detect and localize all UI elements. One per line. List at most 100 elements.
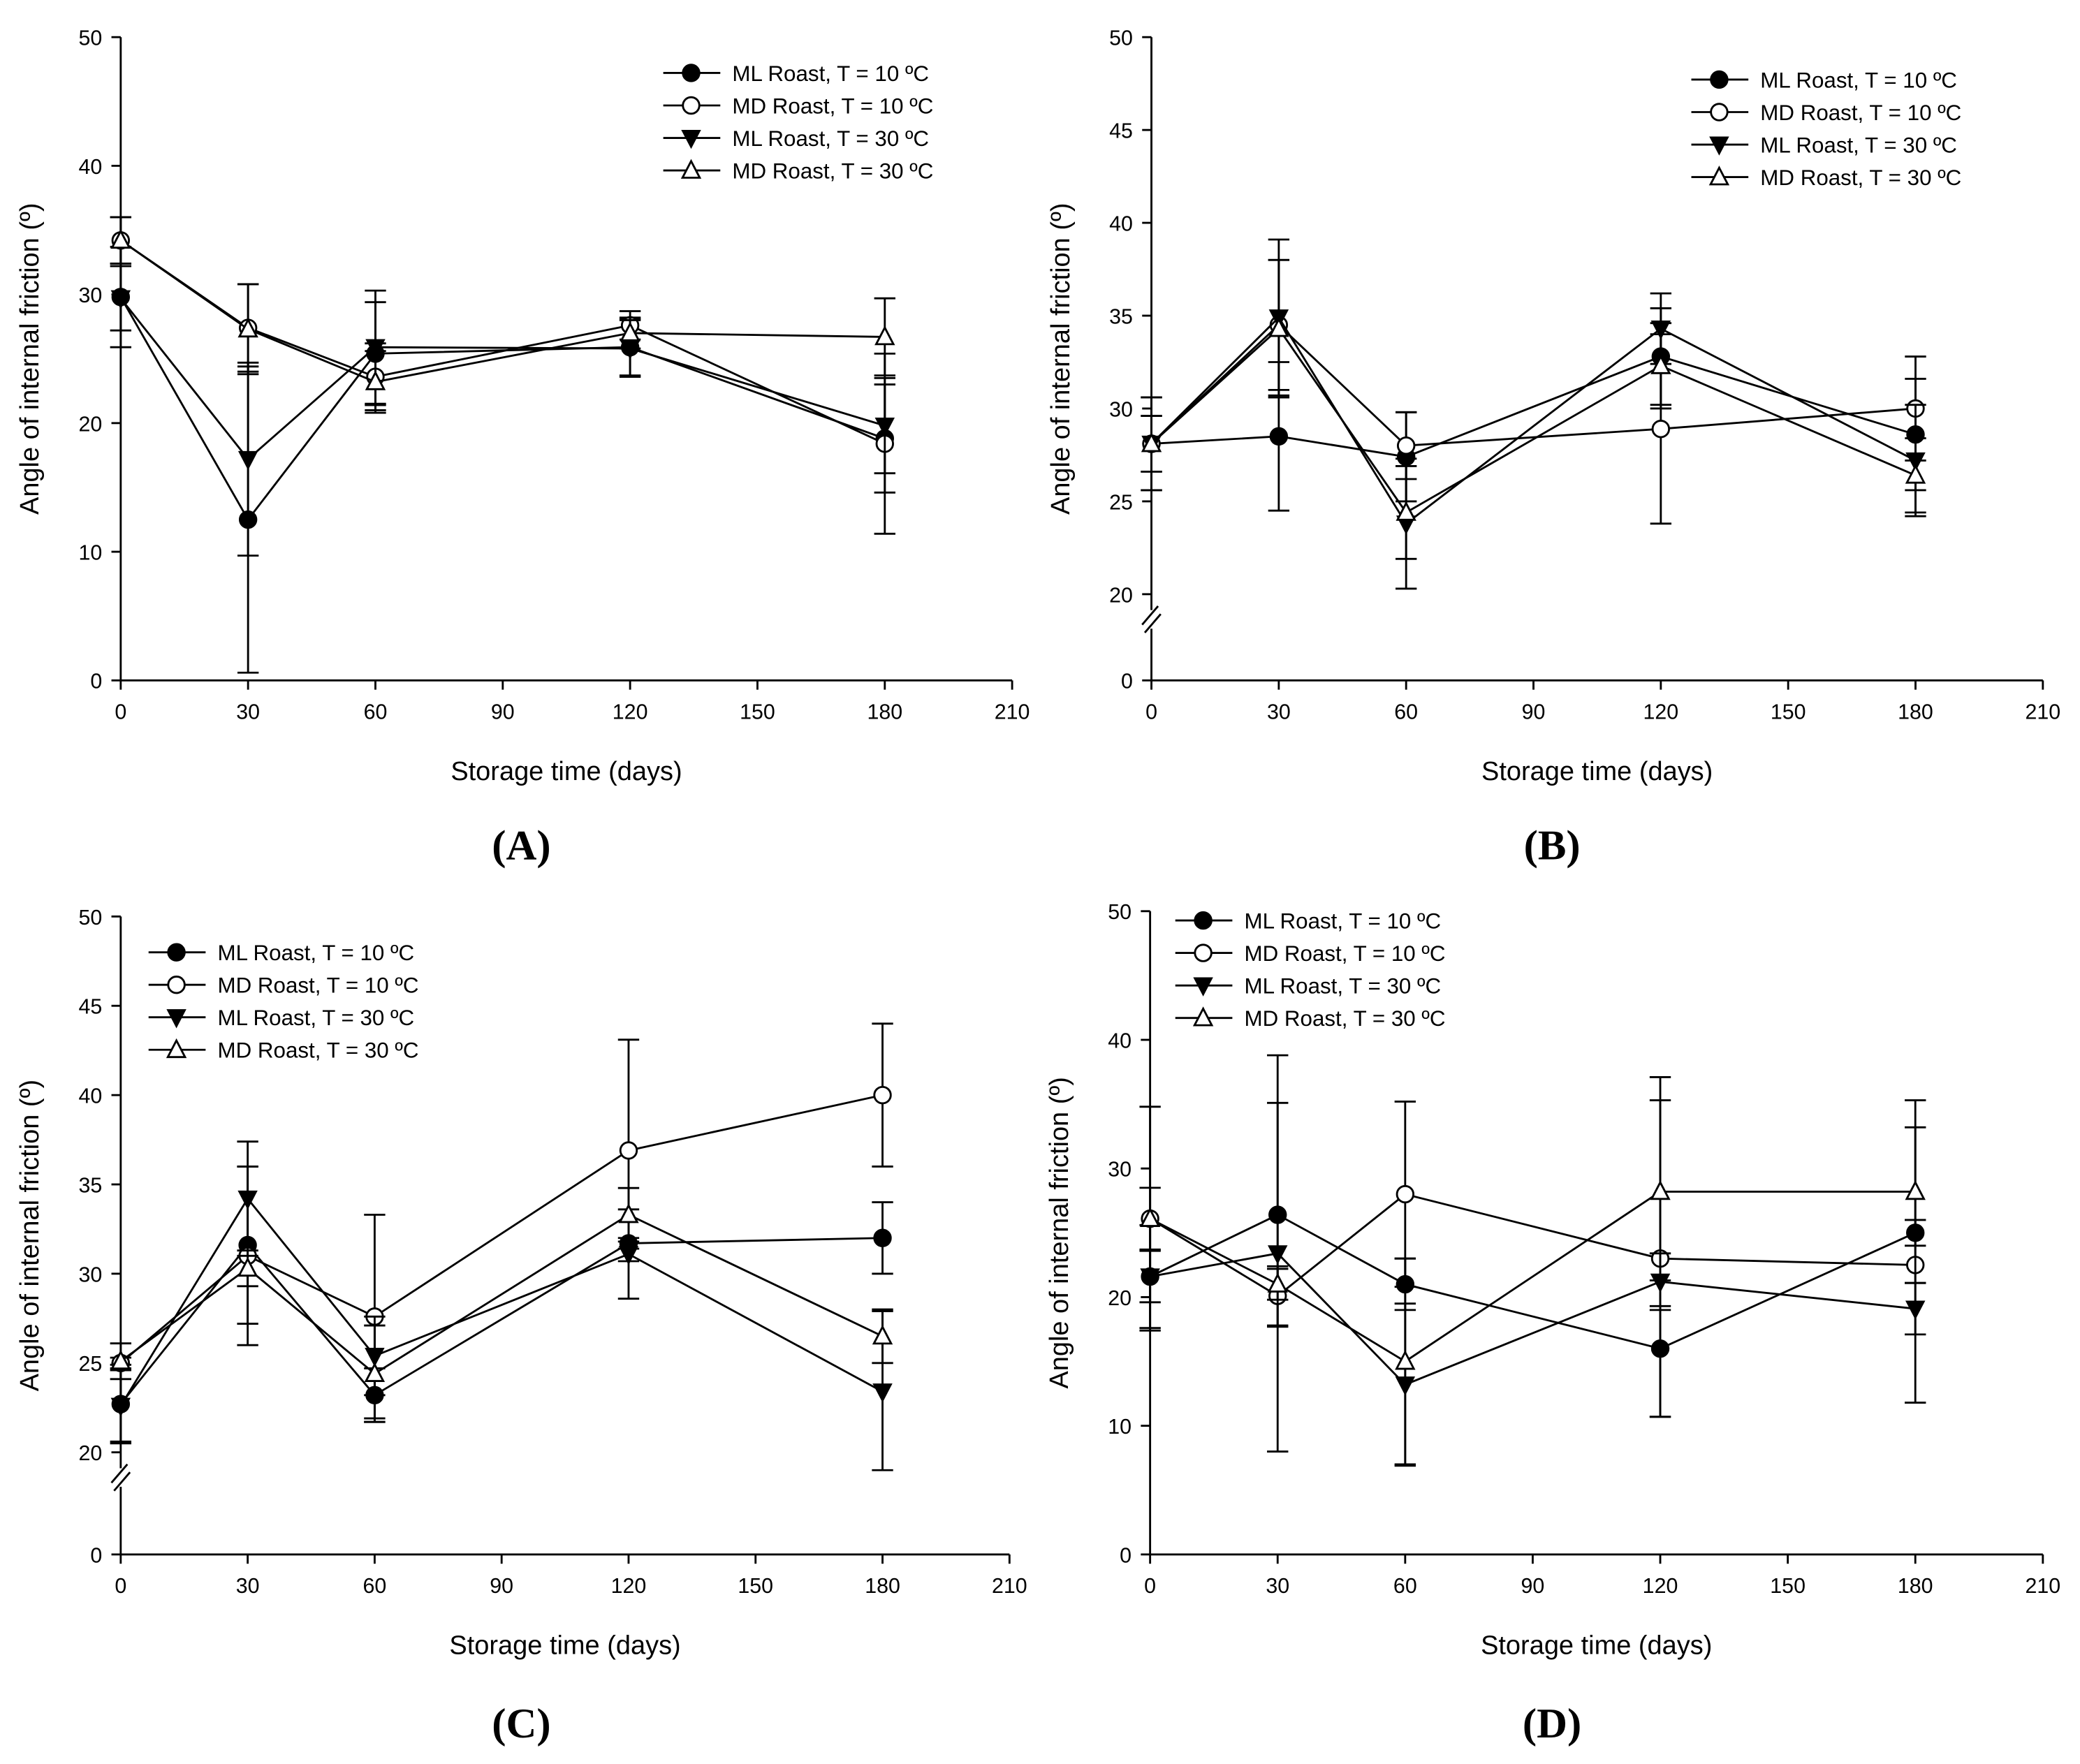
x-tick-label: 180 — [867, 700, 902, 723]
legend-marker — [1192, 1006, 1214, 1027]
legend-marker — [1194, 943, 1213, 962]
x-tick-label: 210 — [995, 700, 1030, 723]
data-point — [364, 1362, 386, 1383]
legend-marker — [167, 943, 186, 962]
series-line — [1151, 355, 1916, 458]
series-filled-circle — [1139, 1101, 1926, 1418]
data-point — [1139, 1207, 1161, 1227]
data-point — [1268, 317, 1289, 337]
panel-label: (D) — [1523, 1700, 1581, 1747]
x-tick-label: 30 — [1266, 1574, 1289, 1598]
series-open-triangle-up — [1139, 1076, 1926, 1466]
data-point — [1651, 420, 1671, 439]
x-tick-label: 150 — [740, 700, 775, 723]
y-tick-label: 30 — [78, 284, 102, 307]
x-tick-label: 60 — [1394, 700, 1418, 723]
y-tick-label: 45 — [78, 995, 102, 1019]
legend-entry: ML Roast, T = 10 ºC — [1175, 909, 1441, 933]
data-point — [618, 1203, 639, 1223]
y-tick-label: 50 — [1109, 27, 1133, 50]
data-point — [1269, 427, 1289, 446]
x-tick-label: 30 — [236, 1574, 260, 1598]
data-point — [110, 1349, 131, 1370]
data-point — [1395, 1350, 1416, 1370]
series-open-circle — [110, 1022, 893, 1420]
legend-label: ML Roast, T = 30 ºC — [1244, 974, 1441, 999]
legend-marker — [166, 1038, 187, 1059]
legend-entry: MD Roast, T = 30 ºC — [663, 159, 933, 183]
data-point — [1905, 1180, 1926, 1200]
y-axis-title: Angle of internal friction (º) — [1046, 203, 1076, 515]
data-point — [110, 290, 131, 309]
data-point — [873, 1085, 892, 1105]
data-point — [1905, 464, 1926, 484]
panel-c: 0 30 60 90 120 150 180 210 0 20 25 30 35 40 45 50 Storag… — [15, 906, 1027, 1747]
legend-label: MD Roast, T = 10 ºC — [1760, 101, 1961, 125]
legend-marker — [1710, 70, 1729, 89]
y-tick-label: 50 — [78, 906, 102, 929]
y-tick-label: 0 — [90, 670, 102, 693]
data-point — [1905, 1300, 1926, 1320]
series-line — [1150, 327, 1917, 514]
data-point — [110, 228, 131, 249]
series-line — [119, 297, 886, 461]
data-point — [874, 325, 895, 346]
y-tick-label: 0 — [90, 1543, 102, 1567]
legend-marker — [681, 129, 701, 149]
legend-label: ML Roast, T = 10 ºC — [1760, 68, 1957, 92]
legend-label: ML Roast, T = 10 ºC — [732, 61, 929, 86]
legend-entry: ML Roast, T = 30 ºC — [663, 126, 929, 151]
x-tick-label: 210 — [2025, 700, 2060, 723]
legend-entry: ML Roast, T = 30 ºC — [1691, 133, 1957, 157]
y-tick-label: 35 — [78, 1173, 102, 1197]
series-line — [119, 1237, 883, 1405]
x-tick-label: 0 — [115, 1574, 126, 1598]
x-tick-label: 60 — [362, 1574, 386, 1598]
legend-marker — [680, 159, 702, 179]
data-point — [618, 1246, 639, 1265]
x-tick-label: 180 — [1898, 700, 1933, 723]
x-tick-label: 0 — [115, 700, 126, 723]
data-point — [874, 417, 895, 437]
data-point — [873, 1228, 892, 1247]
data-point — [110, 1397, 131, 1417]
series-line — [1149, 1193, 1916, 1298]
panel-label: (A) — [492, 823, 550, 869]
data-point — [619, 1141, 638, 1160]
series-open-triangle-up — [110, 216, 895, 414]
data-point — [1396, 501, 1416, 521]
panel-label: (B) — [1524, 823, 1581, 869]
series-filled-triangle-down — [1141, 238, 1926, 590]
legend-label: MD Roast, T = 30 ºC — [217, 1038, 418, 1063]
y-tick-label: 20 — [78, 1441, 102, 1465]
y-axis-title: Angle of internal friction (º) — [15, 203, 45, 515]
y-tick-label: 40 — [1108, 1029, 1131, 1052]
legend-marker — [1710, 103, 1729, 122]
series-filled-triangle-down — [1139, 1054, 1926, 1467]
x-axis-title: Storage time (days) — [1481, 757, 1713, 786]
x-tick-label: 60 — [364, 700, 388, 723]
data-point — [365, 370, 386, 390]
y-tick-label: 25 — [78, 1352, 102, 1376]
y-tick-label: 40 — [78, 1085, 102, 1108]
data-point — [620, 321, 640, 341]
y-tick-label: 50 — [1108, 900, 1131, 924]
x-tick-label: 90 — [491, 700, 515, 723]
x-tick-label: 60 — [1393, 1574, 1417, 1598]
legend-entry: MD Roast, T = 30 ºC — [1175, 1006, 1445, 1031]
legend-label: MD Roast, T = 30 ºC — [732, 159, 933, 183]
y-tick-label: 0 — [1121, 670, 1133, 693]
series-line — [1149, 1190, 1916, 1363]
legend-label: MD Roast, T = 30 ºC — [1244, 1006, 1445, 1031]
x-tick-label: 120 — [613, 700, 648, 723]
y-tick-label: 20 — [1109, 583, 1133, 607]
series-line — [119, 1197, 884, 1406]
x-tick-label: 0 — [1145, 700, 1157, 723]
legend-label: MD Roast, T = 30 ºC — [1760, 166, 1961, 190]
legend-entry: ML Roast, T = 10 ºC — [148, 941, 414, 965]
data-point — [237, 1256, 258, 1277]
data-point — [1650, 1180, 1671, 1200]
y-tick-label: 50 — [78, 27, 102, 50]
